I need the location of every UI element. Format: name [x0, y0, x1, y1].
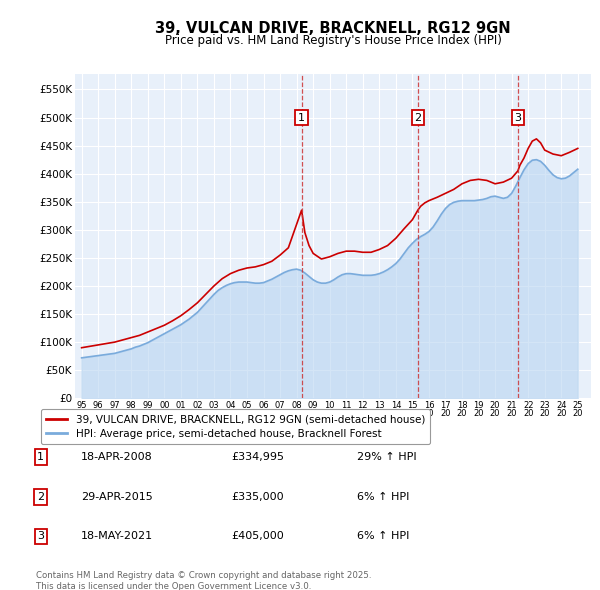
Text: 3: 3: [514, 113, 521, 123]
Text: 18-MAY-2021: 18-MAY-2021: [81, 532, 153, 541]
Text: £405,000: £405,000: [231, 532, 284, 541]
Text: Price paid vs. HM Land Registry's House Price Index (HPI): Price paid vs. HM Land Registry's House …: [164, 34, 502, 47]
Text: Contains HM Land Registry data © Crown copyright and database right 2025.
This d: Contains HM Land Registry data © Crown c…: [36, 571, 371, 590]
Text: 29-APR-2015: 29-APR-2015: [81, 492, 153, 502]
Text: 6% ↑ HPI: 6% ↑ HPI: [357, 492, 409, 502]
Text: 1: 1: [37, 453, 44, 462]
Text: 39, VULCAN DRIVE, BRACKNELL, RG12 9GN: 39, VULCAN DRIVE, BRACKNELL, RG12 9GN: [155, 21, 511, 35]
Text: £335,000: £335,000: [231, 492, 284, 502]
Text: 29% ↑ HPI: 29% ↑ HPI: [357, 453, 416, 462]
Text: 2: 2: [414, 113, 421, 123]
Text: 18-APR-2008: 18-APR-2008: [81, 453, 153, 462]
Legend: 39, VULCAN DRIVE, BRACKNELL, RG12 9GN (semi-detached house), HPI: Average price,: 39, VULCAN DRIVE, BRACKNELL, RG12 9GN (s…: [41, 409, 430, 444]
Text: 3: 3: [37, 532, 44, 541]
Text: 1: 1: [298, 113, 305, 123]
Text: 2: 2: [37, 492, 44, 502]
Text: 6% ↑ HPI: 6% ↑ HPI: [357, 532, 409, 541]
Text: £334,995: £334,995: [231, 453, 284, 462]
